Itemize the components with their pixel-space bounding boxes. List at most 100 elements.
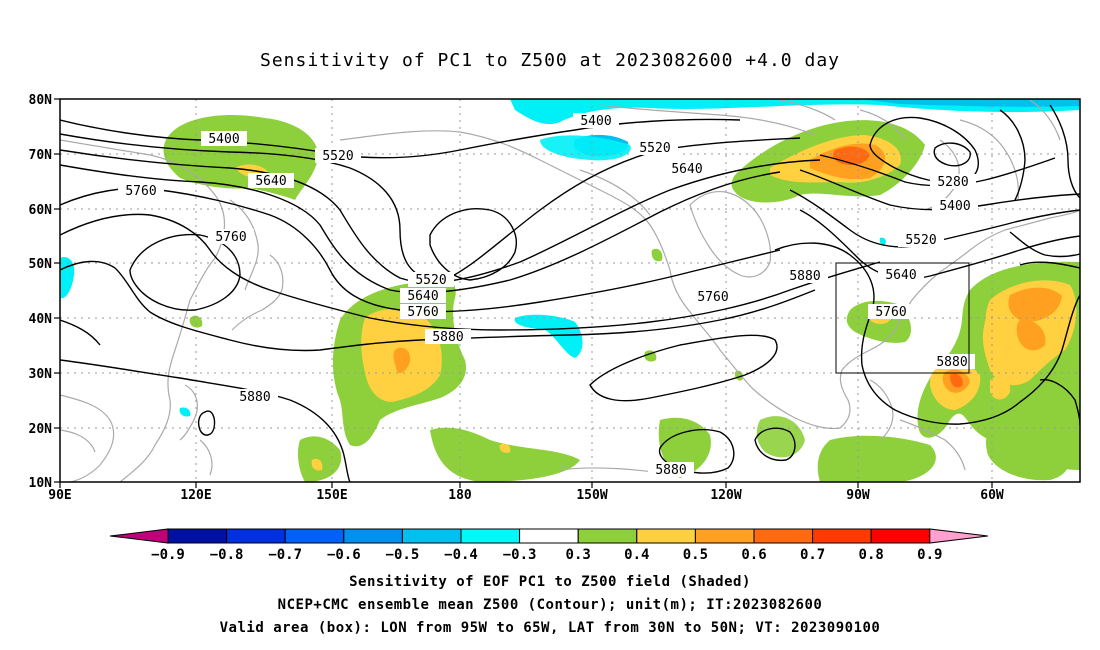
lat-label: 70N [29,148,53,163]
caption-contour: NCEP+CMC ensemble mean Z500 (Contour); u… [277,597,823,613]
svg-text:5400: 5400 [939,199,970,214]
contour-label: 5760 [118,183,164,199]
lon-label: 60W [980,488,1004,503]
contour-labels: 5400 5520 5640 5760 5760 5400 5520 5640 … [118,113,978,478]
colorbar-swatch [812,528,872,544]
lat-label: 30N [29,367,53,382]
colorbar-swatch [343,528,403,544]
colorbar-swatch [694,528,755,544]
svg-text:5880: 5880 [936,355,967,370]
contour-label: 5520 [315,148,361,164]
lon-label: 120W [710,488,741,503]
svg-text:5880: 5880 [432,330,463,345]
contour-label: 5280 [930,174,976,190]
contour-label: 5760 [400,304,446,320]
contour-label: 5520 [632,140,678,156]
svg-text:5520: 5520 [322,149,353,164]
colorbar-label: −0.5 [386,547,420,563]
lon-label: 90W [846,488,870,503]
colorbar: −0.9 −0.8 −0.7 −0.6 −0.5 −0.4 −0.3 0.3 0.4 0.5 0.6… [109,528,988,563]
svg-text:5640: 5640 [885,268,916,283]
colorbar-label: −0.4 [444,547,478,563]
colorbar-label: −0.3 [503,547,537,563]
caption-shading: Sensitivity of EOF PC1 to Z500 field (Sh… [349,574,751,590]
contour-label: 5640 [878,267,924,283]
svg-text:5640: 5640 [255,174,286,189]
colorbar-end-left [109,528,169,544]
colorbar-swatch [870,528,931,544]
lat-label: 50N [29,257,53,272]
contour-label: 5640 [248,173,294,189]
contour-label: 5400 [932,198,978,214]
svg-text:5640: 5640 [671,162,702,177]
svg-text:5880: 5880 [655,463,686,478]
lon-label: 120E [180,488,211,503]
svg-text:5760: 5760 [697,290,728,305]
svg-text:5520: 5520 [639,141,670,156]
colorbar-swatch [636,528,696,544]
colorbar-label: −0.8 [210,547,244,563]
lat-label: 20N [29,422,53,437]
contour-label: 5520 [408,272,454,288]
lon-label: 150E [316,488,347,503]
svg-text:5400: 5400 [208,132,239,147]
lon-label: 180 [448,488,472,503]
sensitivity-shading-positive [163,115,1080,482]
colorbar-label: 0.9 [917,547,942,563]
svg-text:5520: 5520 [415,273,446,288]
colorbar-swatch [519,528,579,544]
colorbar-swatch [167,528,228,544]
colorbar-label: 0.6 [741,547,766,563]
axis-ticks [54,98,993,488]
contour-label: 5760 [868,304,914,320]
colorbar-end-right [929,528,988,544]
colorbar-swatch [577,528,638,544]
contour-label: 5640 [400,288,446,304]
lon-label: 90E [48,488,71,503]
colorbar-swatch [284,528,345,544]
colorbar-label: 0.5 [683,547,708,563]
svg-text:5760: 5760 [215,230,246,245]
colorbar-swatch [460,528,521,544]
svg-text:5760: 5760 [125,184,156,199]
svg-text:5880: 5880 [239,390,270,405]
svg-text:5760: 5760 [875,305,906,320]
contour-label: 5880 [648,462,694,478]
contour-label: 5880 [782,268,828,284]
map-frame [59,98,1081,483]
lat-label: 80N [29,93,53,108]
contour-label: 5880 [929,354,975,370]
svg-text:5640: 5640 [407,289,438,304]
contour-label: 5640 [664,161,710,177]
colorbar-swatch [401,528,462,544]
caption-valid-area: Valid area (box): LON from 95W to 65W, L… [219,620,881,636]
colorbar-label: −0.6 [327,547,361,563]
colorbar-swatch [226,528,286,544]
contour-label: 5880 [425,329,471,345]
svg-text:5400: 5400 [580,114,611,129]
lat-label: 40N [29,312,53,327]
coastlines [60,99,1080,482]
colorbar-label: 0.3 [566,547,591,563]
svg-text:5880: 5880 [789,269,820,284]
sensitivity-shading-negative [60,99,1080,417]
contour-label: 5880 [232,389,278,405]
colorbar-label: 0.4 [624,547,649,563]
svg-text:5760: 5760 [407,305,438,320]
colorbar-label: −0.9 [151,547,185,563]
svg-text:5280: 5280 [937,175,968,190]
contour-label: 5400 [573,113,619,129]
colorbar-label: 0.7 [800,547,825,563]
contour-label: 5760 [690,289,736,305]
contour-label: 5520 [898,232,944,248]
contour-label: 5760 [208,229,254,245]
svg-text:5520: 5520 [905,233,936,248]
lat-label: 60N [29,203,53,218]
colorbar-label: −0.7 [268,547,302,563]
lon-label: 150W [576,488,607,503]
lat-label: 10N [29,476,53,491]
valid-area-box [835,262,970,374]
latitude-labels: 80N 70N 60N 50N 40N 30N 20N 10N [29,93,53,491]
longitude-labels: 90E 120E 150E 180 150W 120W 90W 60W [48,488,1004,503]
